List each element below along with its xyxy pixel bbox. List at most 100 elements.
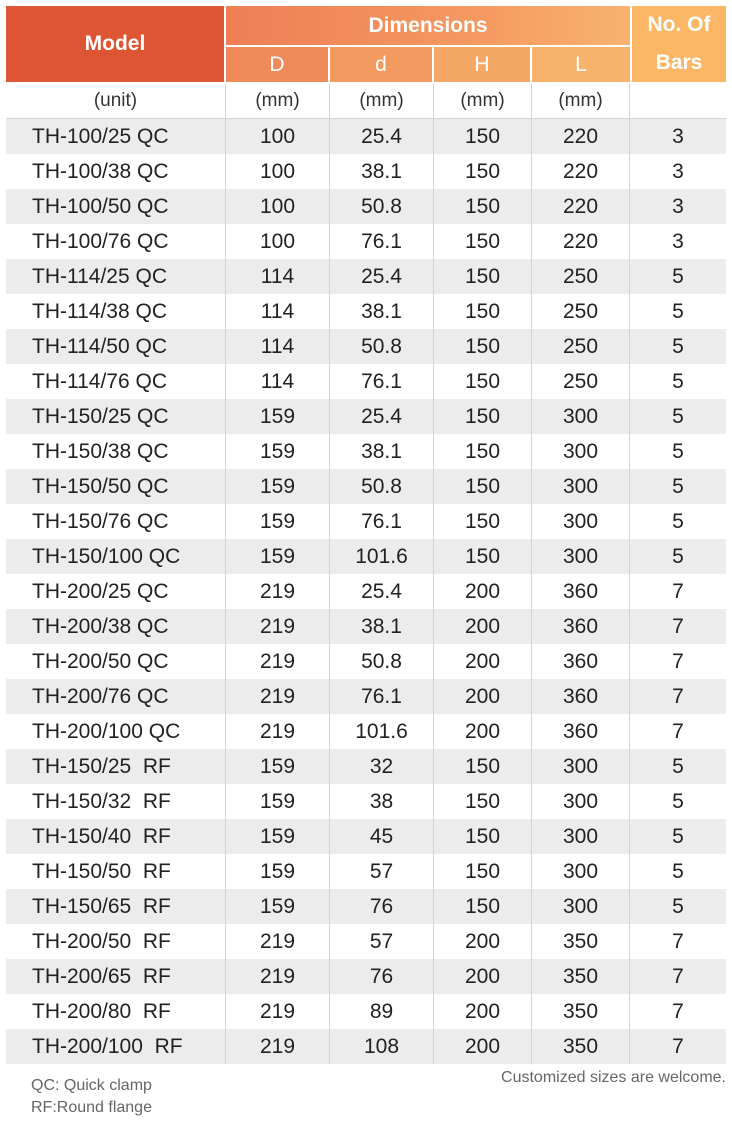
bars-cell: 3 — [630, 154, 726, 189]
model-cell: TH-200/80 RF — [6, 994, 226, 1029]
table-row: TH-150/50 RF 159 57 150 300 5 — [6, 854, 726, 889]
D-cell: 219 — [226, 679, 330, 714]
table-row: TH-150/25 QC 159 25.4 150 300 5 — [6, 399, 726, 434]
L-cell: 220 — [532, 189, 630, 224]
D-cell: 219 — [226, 644, 330, 679]
table-row: TH-150/40 RF 159 45 150 300 5 — [6, 819, 726, 854]
model-cell: TH-114/25 QC — [6, 259, 226, 294]
bars-cell: 3 — [630, 189, 726, 224]
bars-cell: 3 — [630, 119, 726, 154]
H-cell: 200 — [434, 609, 532, 644]
H-cell: 200 — [434, 959, 532, 994]
table-row: TH-100/50 QC 100 50.8 150 220 3 — [6, 189, 726, 224]
spec-table-frame: Model Dimensions No. Of Bars D d H L (un… — [6, 6, 726, 1064]
L-cell: 300 — [532, 749, 630, 784]
bars-cell: 5 — [630, 399, 726, 434]
unit-cell: (unit) — [6, 84, 226, 119]
table-row: TH-100/38 QC 100 38.1 150 220 3 — [6, 154, 726, 189]
H-cell: 150 — [434, 364, 532, 399]
bars-cell: 5 — [630, 889, 726, 924]
L-cell: 360 — [532, 574, 630, 609]
model-cell: TH-200/50 QC — [6, 644, 226, 679]
L-cell: 300 — [532, 504, 630, 539]
model-cell: TH-200/100 RF — [6, 1029, 226, 1064]
table-row: TH-114/50 QC 114 50.8 150 250 5 — [6, 329, 726, 364]
table-row: TH-114/38 QC 114 38.1 150 250 5 — [6, 294, 726, 329]
model-cell: TH-150/25 QC — [6, 399, 226, 434]
d-cell: 76.1 — [330, 504, 434, 539]
table-row: TH-100/25 QC 100 25.4 150 220 3 — [6, 119, 726, 154]
H-cell: 200 — [434, 714, 532, 749]
table-row: TH-150/65 RF 159 76 150 300 5 — [6, 889, 726, 924]
model-cell: TH-150/76 QC — [6, 504, 226, 539]
table-row: TH-200/80 RF 219 89 200 350 7 — [6, 994, 726, 1029]
dim-header-L: L — [532, 47, 630, 84]
d-cell: 25.4 — [330, 259, 434, 294]
H-cell: 200 — [434, 924, 532, 959]
L-cell: 350 — [532, 994, 630, 1029]
D-cell: 114 — [226, 259, 330, 294]
bars-cell: 7 — [630, 574, 726, 609]
D-cell: 159 — [226, 854, 330, 889]
L-cell: 350 — [532, 959, 630, 994]
bars-cell: 5 — [630, 259, 726, 294]
model-cell: TH-150/50 QC — [6, 469, 226, 504]
table-row: TH-200/38 QC 219 38.1 200 360 7 — [6, 609, 726, 644]
L-cell: 350 — [532, 924, 630, 959]
H-cell: 150 — [434, 224, 532, 259]
L-cell: 360 — [532, 679, 630, 714]
table-row: TH-150/25 RF 159 32 150 300 5 — [6, 749, 726, 784]
model-cell: TH-200/38 QC — [6, 609, 226, 644]
D-cell: 219 — [226, 1029, 330, 1064]
D-cell: 100 — [226, 224, 330, 259]
table-row: TH-200/65 RF 219 76 200 350 7 — [6, 959, 726, 994]
d-cell: 38 — [330, 784, 434, 819]
table-row: TH-150/32 RF 159 38 150 300 5 — [6, 784, 726, 819]
d-cell: 25.4 — [330, 399, 434, 434]
D-cell: 159 — [226, 504, 330, 539]
d-cell: 57 — [330, 854, 434, 889]
table-row: TH-200/100 QC 219 101.6 200 360 7 — [6, 714, 726, 749]
bars-cell: 5 — [630, 294, 726, 329]
bars-cell: 5 — [630, 329, 726, 364]
d-cell: 101.6 — [330, 714, 434, 749]
bars-cell: 7 — [630, 644, 726, 679]
model-cell: TH-114/50 QC — [6, 329, 226, 364]
bars-cell: 3 — [630, 224, 726, 259]
H-cell: 200 — [434, 679, 532, 714]
H-cell: 150 — [434, 469, 532, 504]
bars-cell: 5 — [630, 784, 726, 819]
d-cell: 89 — [330, 994, 434, 1029]
table-row: TH-150/38 QC 159 38.1 150 300 5 — [6, 434, 726, 469]
note-rf: RF:Round flange — [31, 1099, 152, 1116]
unit-cell: (mm) — [434, 84, 532, 119]
model-cell: TH-200/76 QC — [6, 679, 226, 714]
H-cell: 200 — [434, 1029, 532, 1064]
H-cell: 150 — [434, 399, 532, 434]
D-cell: 159 — [226, 469, 330, 504]
bars-cell: 7 — [630, 994, 726, 1029]
d-cell: 76.1 — [330, 364, 434, 399]
unit-cell: (mm) — [532, 84, 630, 119]
H-cell: 150 — [434, 889, 532, 924]
H-cell: 150 — [434, 749, 532, 784]
table-row: TH-150/76 QC 159 76.1 150 300 5 — [6, 504, 726, 539]
dim-header-H: H — [434, 47, 532, 84]
model-cell: TH-200/100 QC — [6, 714, 226, 749]
d-cell: 32 — [330, 749, 434, 784]
d-cell: 76.1 — [330, 679, 434, 714]
d-cell: 50.8 — [330, 329, 434, 364]
D-cell: 159 — [226, 819, 330, 854]
bars-cell: 5 — [630, 504, 726, 539]
table-row: TH-114/25 QC 114 25.4 150 250 5 — [6, 259, 726, 294]
model-cell: TH-150/25 RF — [6, 749, 226, 784]
model-cell: TH-150/65 RF — [6, 889, 226, 924]
L-cell: 300 — [532, 819, 630, 854]
dim-header-d: d — [330, 47, 434, 84]
L-cell: 300 — [532, 889, 630, 924]
H-cell: 150 — [434, 784, 532, 819]
unit-cell: (mm) — [330, 84, 434, 119]
bars-cell: 5 — [630, 434, 726, 469]
bars-header-line2: Bars — [655, 51, 703, 74]
model-cell: TH-150/38 QC — [6, 434, 226, 469]
